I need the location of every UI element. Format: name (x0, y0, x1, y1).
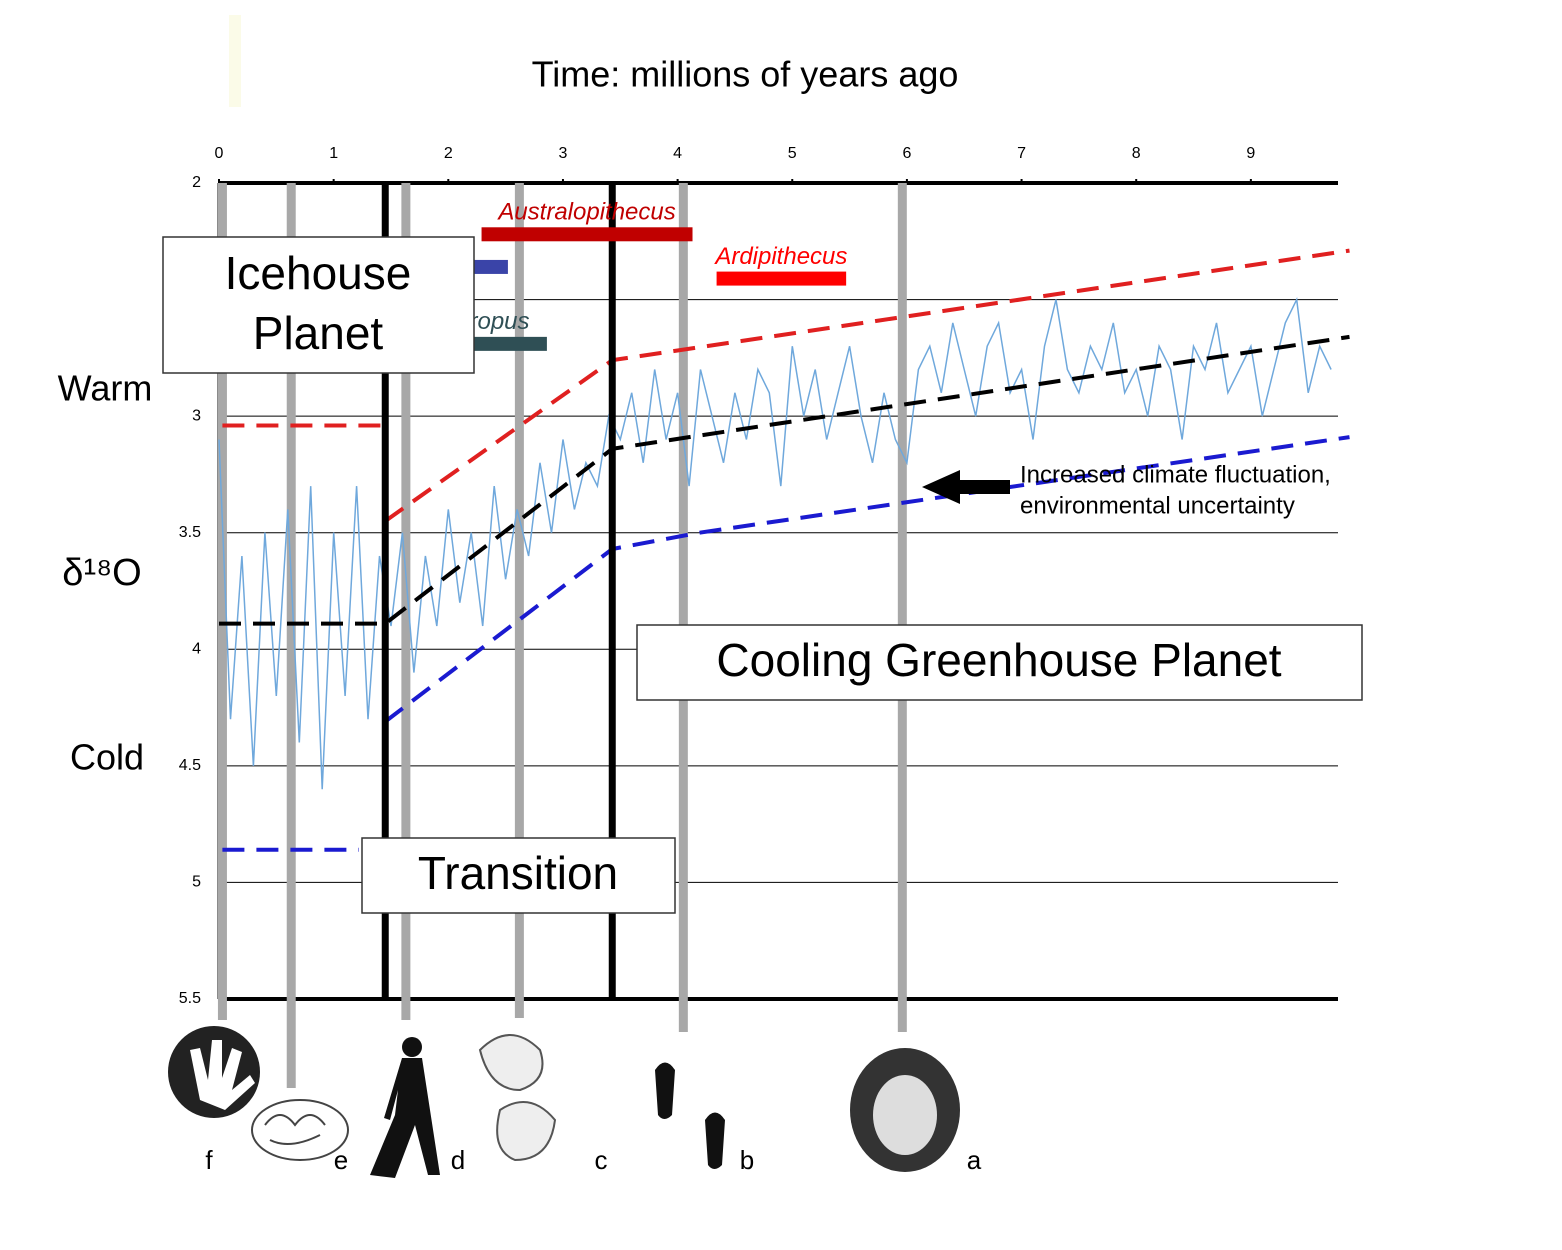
hominin-name: Australopithecus (496, 199, 675, 226)
icon-walker-head (402, 1037, 422, 1057)
icehouse-label: Icehouse (225, 247, 412, 299)
trend-line (219, 334, 1350, 626)
x-tick-label: 0 (215, 145, 224, 162)
annotation-arrow (922, 470, 1010, 504)
y-tick-label: 2 (192, 174, 201, 191)
y-tick-label: 3 (192, 407, 201, 424)
y-tick-label: 5 (192, 874, 201, 891)
x-tick-label: 3 (559, 145, 568, 162)
icon-footprints (655, 1062, 725, 1169)
phase-boxes: Icehouse Planet Cooling Greenhouse Plane… (162, 236, 1363, 914)
x-tick-label: 6 (902, 145, 911, 162)
x-tick-label: 1 (329, 145, 338, 162)
y-axis-label: δ¹⁸O (62, 552, 141, 594)
y-tick-label: 4 (192, 641, 201, 658)
icon-brain-detail (264, 1114, 326, 1145)
x-tick-label: 4 (673, 145, 682, 162)
icehouse-box (162, 236, 475, 374)
data-line (218, 297, 1332, 790)
figure-label: b (740, 1145, 754, 1175)
icon-walker (370, 1058, 440, 1178)
x-tick-label: 7 (1017, 145, 1026, 162)
faint-strip (229, 15, 241, 107)
annotation-text: Increased climate fluctuation, (1020, 461, 1331, 488)
x-tick-label: 8 (1132, 145, 1141, 162)
greenhouse-label: Cooling Greenhouse Planet (716, 634, 1281, 686)
icon-hand-shape (190, 1040, 255, 1110)
icehouse-label: Planet (253, 307, 384, 359)
annotation-text: environmental uncertainty (1020, 492, 1295, 519)
chart-title: Time: millions of years ago (532, 54, 959, 95)
trend-line (383, 435, 1350, 724)
hominin-range (481, 227, 693, 242)
hominin-range (716, 271, 847, 286)
figure-label: c (595, 1145, 608, 1175)
y-tick-label: 4.5 (179, 757, 201, 774)
transition-box (361, 837, 676, 914)
y-tick-label: 3.5 (179, 524, 201, 541)
figure-label: a (967, 1145, 982, 1175)
x-tick-label: 9 (1246, 145, 1255, 162)
x-tick-label: 2 (444, 145, 453, 162)
transition-label: Transition (418, 847, 618, 899)
figure-label: f (205, 1145, 213, 1175)
x-tick-label: 5 (788, 145, 797, 162)
icon-tools (478, 1034, 557, 1162)
figure-icons (168, 1026, 960, 1178)
icon-ape-face (873, 1075, 937, 1155)
figure-label: e (334, 1145, 348, 1175)
figure-label: d (451, 1145, 465, 1175)
warm-label: Warm (58, 368, 153, 409)
greenhouse-box (636, 624, 1363, 701)
y-tick-label: 5.5 (179, 990, 201, 1007)
hominin-name: Ardipithecus (713, 243, 847, 270)
cold-label: Cold (70, 737, 144, 778)
